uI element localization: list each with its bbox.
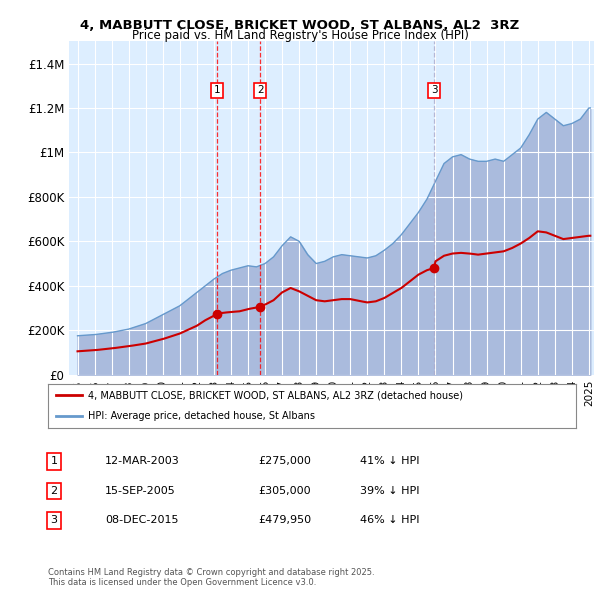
Text: Contains HM Land Registry data © Crown copyright and database right 2025.
This d: Contains HM Land Registry data © Crown c…: [48, 568, 374, 587]
Text: £479,950: £479,950: [258, 516, 311, 525]
Text: £305,000: £305,000: [258, 486, 311, 496]
Text: 41% ↓ HPI: 41% ↓ HPI: [360, 457, 419, 466]
Text: 2: 2: [257, 85, 263, 95]
Text: 4, MABBUTT CLOSE, BRICKET WOOD, ST ALBANS, AL2  3RZ: 4, MABBUTT CLOSE, BRICKET WOOD, ST ALBAN…: [80, 19, 520, 32]
Text: 3: 3: [431, 85, 437, 95]
Text: 39% ↓ HPI: 39% ↓ HPI: [360, 486, 419, 496]
Text: 46% ↓ HPI: 46% ↓ HPI: [360, 516, 419, 525]
Text: 12-MAR-2003: 12-MAR-2003: [105, 457, 180, 466]
Text: 1: 1: [214, 85, 221, 95]
Text: £275,000: £275,000: [258, 457, 311, 466]
Text: HPI: Average price, detached house, St Albans: HPI: Average price, detached house, St A…: [88, 411, 314, 421]
Text: 2: 2: [50, 486, 58, 496]
Text: 1: 1: [50, 457, 58, 466]
Text: 15-SEP-2005: 15-SEP-2005: [105, 486, 176, 496]
Text: 4, MABBUTT CLOSE, BRICKET WOOD, ST ALBANS, AL2 3RZ (detached house): 4, MABBUTT CLOSE, BRICKET WOOD, ST ALBAN…: [88, 391, 463, 401]
Text: 08-DEC-2015: 08-DEC-2015: [105, 516, 179, 525]
Text: Price paid vs. HM Land Registry's House Price Index (HPI): Price paid vs. HM Land Registry's House …: [131, 30, 469, 42]
Text: 3: 3: [50, 516, 58, 525]
